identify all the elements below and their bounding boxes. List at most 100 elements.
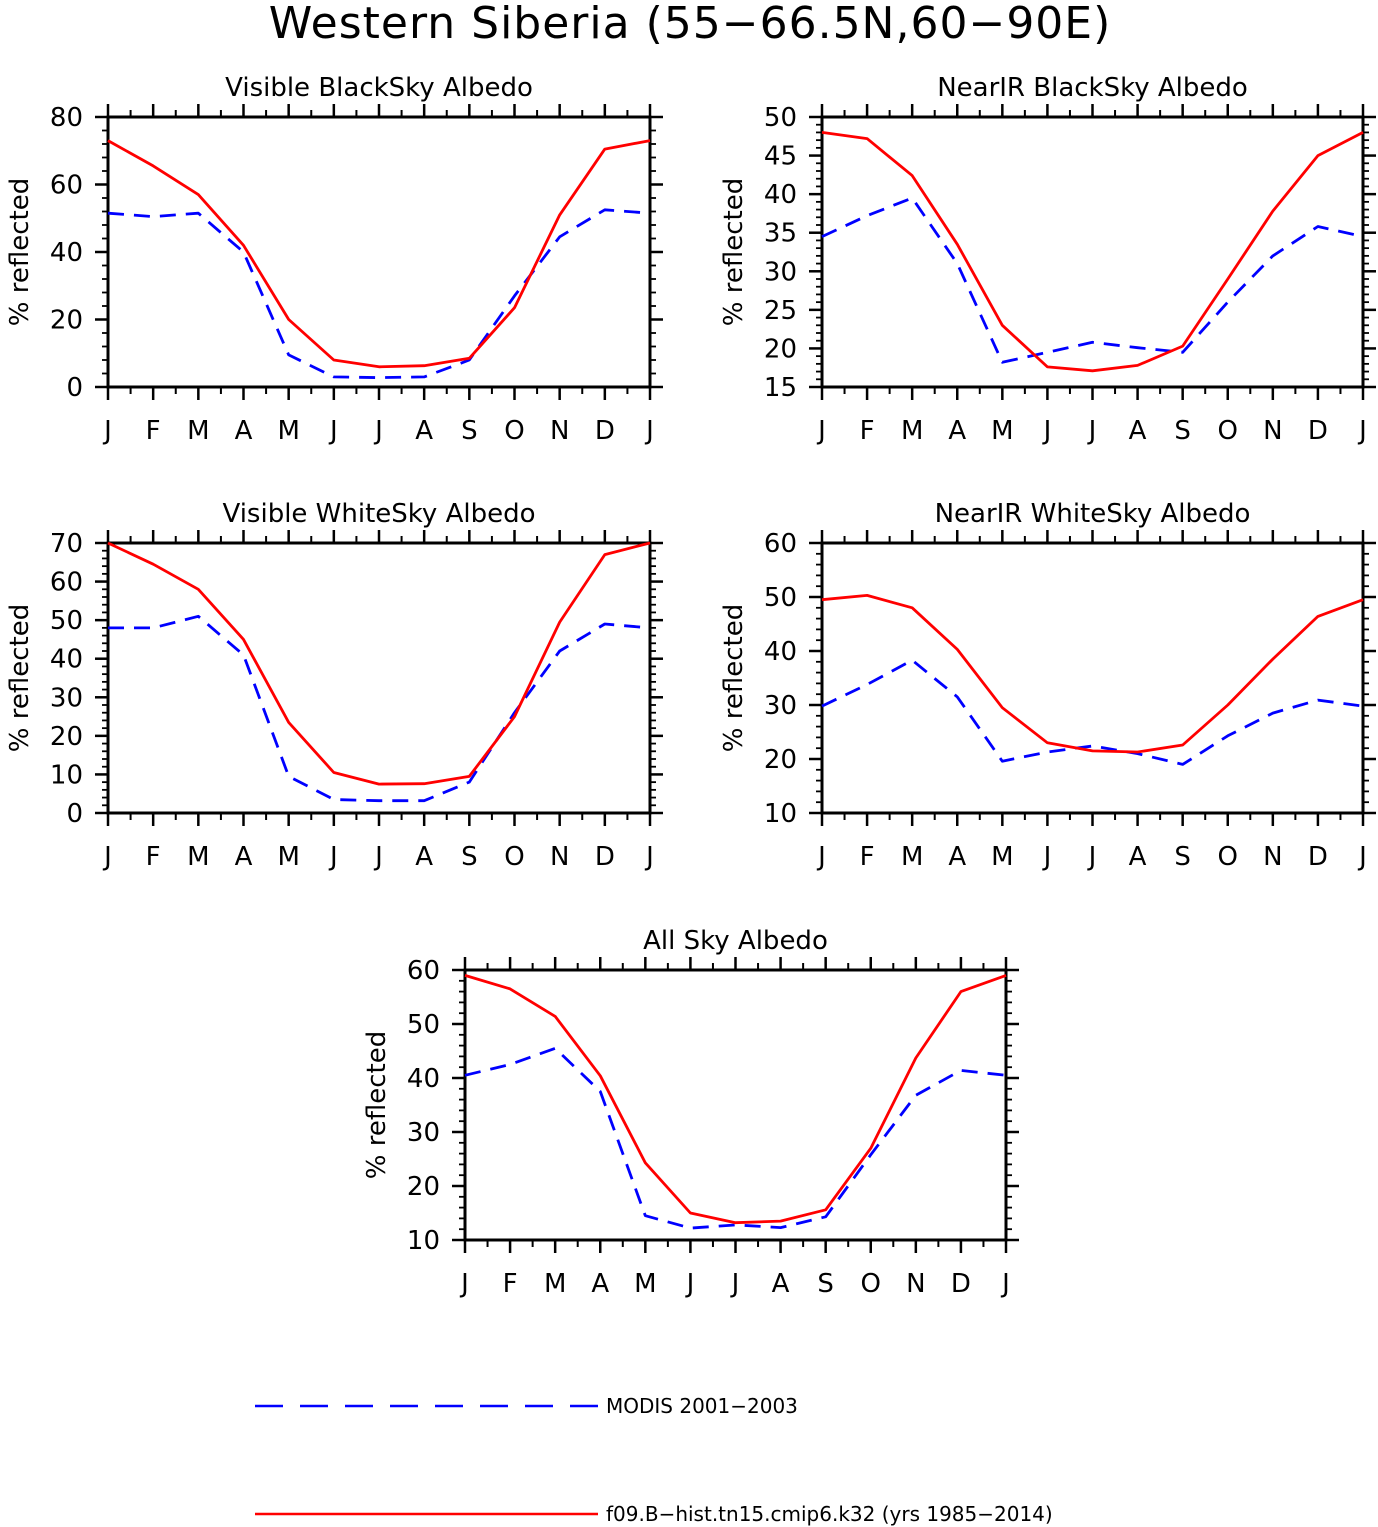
- panel-2-y-tick-label: 40: [764, 180, 797, 210]
- panel-2-x-tick-label: S: [1174, 416, 1191, 446]
- panel-1-series-model-line: [107, 139, 651, 369]
- panel-1-y-axis-label: % reflected: [5, 178, 35, 326]
- panel-4-x-tick-label: D: [1308, 842, 1328, 872]
- panel-5-x-tick-label: D: [951, 1269, 971, 1299]
- panel-5-x-tick-label: M: [634, 1269, 656, 1299]
- panel-5-x-tick-label: J: [459, 1269, 469, 1299]
- panel-2-x-tick-label: D: [1308, 416, 1328, 446]
- panel-5-y-tick-label: 30: [407, 1118, 440, 1148]
- legend-label-model: f09.B−hist.tn15.cmip6.k32 (yrs 1985−2014…: [606, 1502, 1053, 1526]
- panel-3-y-tick-label: 40: [50, 645, 83, 675]
- panel-4-x-tick-label: M: [991, 842, 1013, 872]
- panel-4-y-tick-label: 30: [764, 691, 797, 721]
- panel-3-y-tick-label: 0: [66, 799, 83, 829]
- panel-1-x-tick-label: D: [595, 416, 615, 446]
- panel-3-plot-frame: [106, 541, 652, 815]
- panel-3-x-tick-label: D: [595, 842, 615, 872]
- panel-4-x-tick-label: J: [1087, 842, 1097, 872]
- panel-2-y-axis-label: % reflected: [719, 178, 749, 326]
- panel-4-plot-frame: [820, 541, 1365, 815]
- panel-2-y-tick-label: 15: [764, 373, 797, 403]
- page-title: Western Siberia (55−66.5N,60−90E): [269, 0, 1112, 49]
- panel-3-y-tick-label: 70: [50, 529, 83, 559]
- panel-3-x-tick-label: J: [328, 842, 338, 872]
- panel-5-title: All Sky Albedo: [643, 926, 828, 956]
- panel-5-plot-frame: [463, 968, 1008, 1242]
- panel-2-x-tick-label: J: [1357, 416, 1367, 446]
- panel-2-y-tick-label: 45: [764, 142, 797, 172]
- panel-4-x-tick-label: J: [1042, 842, 1052, 872]
- panel-5-y-tick-label: 40: [407, 1064, 440, 1094]
- panel-2-plot-frame: [820, 115, 1365, 389]
- panel-1-x-tick-label: J: [328, 416, 338, 446]
- panel-3-y-tick-label: 50: [50, 606, 83, 636]
- panel-3-y-tick-label: 60: [50, 568, 83, 598]
- panel-3-x-tick-label: M: [187, 842, 209, 872]
- panel-5-x-tick-label: J: [685, 1269, 695, 1299]
- panel-5-x-tick-label: J: [730, 1269, 740, 1299]
- panel-4-series-modis-line: [821, 658, 1364, 766]
- panel-3-y-tick-label: 10: [50, 760, 83, 790]
- panel-3-x-tick-label: F: [146, 842, 161, 872]
- panel-4-x-tick-label: O: [1218, 842, 1238, 872]
- panel-4-y-axis-label: % reflected: [719, 604, 749, 752]
- panel-1-y-tick-label: 0: [66, 373, 83, 403]
- panel-4-series-model-line: [821, 594, 1364, 754]
- panel-5-x-tick-label: O: [861, 1269, 881, 1299]
- panel-2-y-tick-label: 20: [764, 334, 797, 364]
- panel-2-y-tick-label: 35: [764, 219, 797, 249]
- panel-2-x-tick-label: J: [816, 416, 826, 446]
- panel-4-x-tick-label: S: [1174, 842, 1191, 872]
- panel-5-x-tick-label: F: [503, 1269, 518, 1299]
- panel-3-x-tick-label: M: [277, 842, 299, 872]
- panel-5-x-tick-label: N: [906, 1269, 925, 1299]
- panel-5-x-tick-label: M: [544, 1269, 566, 1299]
- panel-1-x-tick-label: A: [415, 416, 433, 446]
- panel-1-y-tick-label: 20: [50, 306, 83, 336]
- panel-4-y-tick-label: 20: [764, 745, 797, 775]
- panel-3-x-tick-label: S: [461, 842, 478, 872]
- panel-5-x-tick-label: A: [772, 1269, 790, 1299]
- panel-3-x-tick-label: N: [550, 842, 569, 872]
- panel-2-series-model-line: [821, 131, 1364, 373]
- panel-4-x-tick-label: A: [1129, 842, 1147, 872]
- panel-2-x-tick-label: J: [1042, 416, 1052, 446]
- panel-1-x-tick-label: M: [277, 416, 299, 446]
- legend: MODIS 2001−2003 f09.B−hist.tn15.cmip6.k3…: [255, 1394, 1053, 1526]
- panel-4-x-tick-label: J: [1357, 842, 1367, 872]
- panel-1-x-tick-label: A: [235, 416, 253, 446]
- panel-2-x-tick-label: O: [1218, 416, 1238, 446]
- panel-4-y-tick-label: 50: [764, 583, 797, 613]
- panel-4-y-tick-label: 60: [764, 529, 797, 559]
- panel-2-y-tick-label: 25: [764, 296, 797, 326]
- panel-2-x-tick-label: A: [948, 416, 966, 446]
- panel-4-x-tick-label: J: [816, 842, 826, 872]
- panel-1-x-tick-label: O: [504, 416, 524, 446]
- panel-4-y-tick-label: 10: [764, 799, 797, 829]
- panel-2-y-tick-label: 30: [764, 257, 797, 287]
- panel-4-x-tick-label: F: [860, 842, 875, 872]
- panel-5-x-tick-label: A: [591, 1269, 609, 1299]
- panel-1-x-tick-label: S: [461, 416, 478, 446]
- panel-5-y-tick-label: 20: [407, 1172, 440, 1202]
- panel-2-series-modis-line: [821, 196, 1364, 364]
- panel-3-x-tick-label: A: [235, 842, 253, 872]
- panel-1-y-tick-label: 40: [50, 238, 83, 268]
- panel-2-x-tick-label: J: [1087, 416, 1097, 446]
- panel-1-x-tick-label: J: [644, 416, 654, 446]
- panel-2-y-tick-label: 50: [764, 103, 797, 133]
- panel-2-title: NearIR BlackSky Albedo: [937, 73, 1248, 103]
- panel-3-series-modis-line: [108, 614, 651, 803]
- panel-3-x-tick-label: O: [504, 842, 524, 872]
- panel-3-series-model-line: [107, 541, 651, 786]
- panel-2-x-tick-label: M: [901, 416, 923, 446]
- panel-5-series-model-line: [464, 974, 1007, 1225]
- panel-4-x-tick-label: N: [1263, 842, 1282, 872]
